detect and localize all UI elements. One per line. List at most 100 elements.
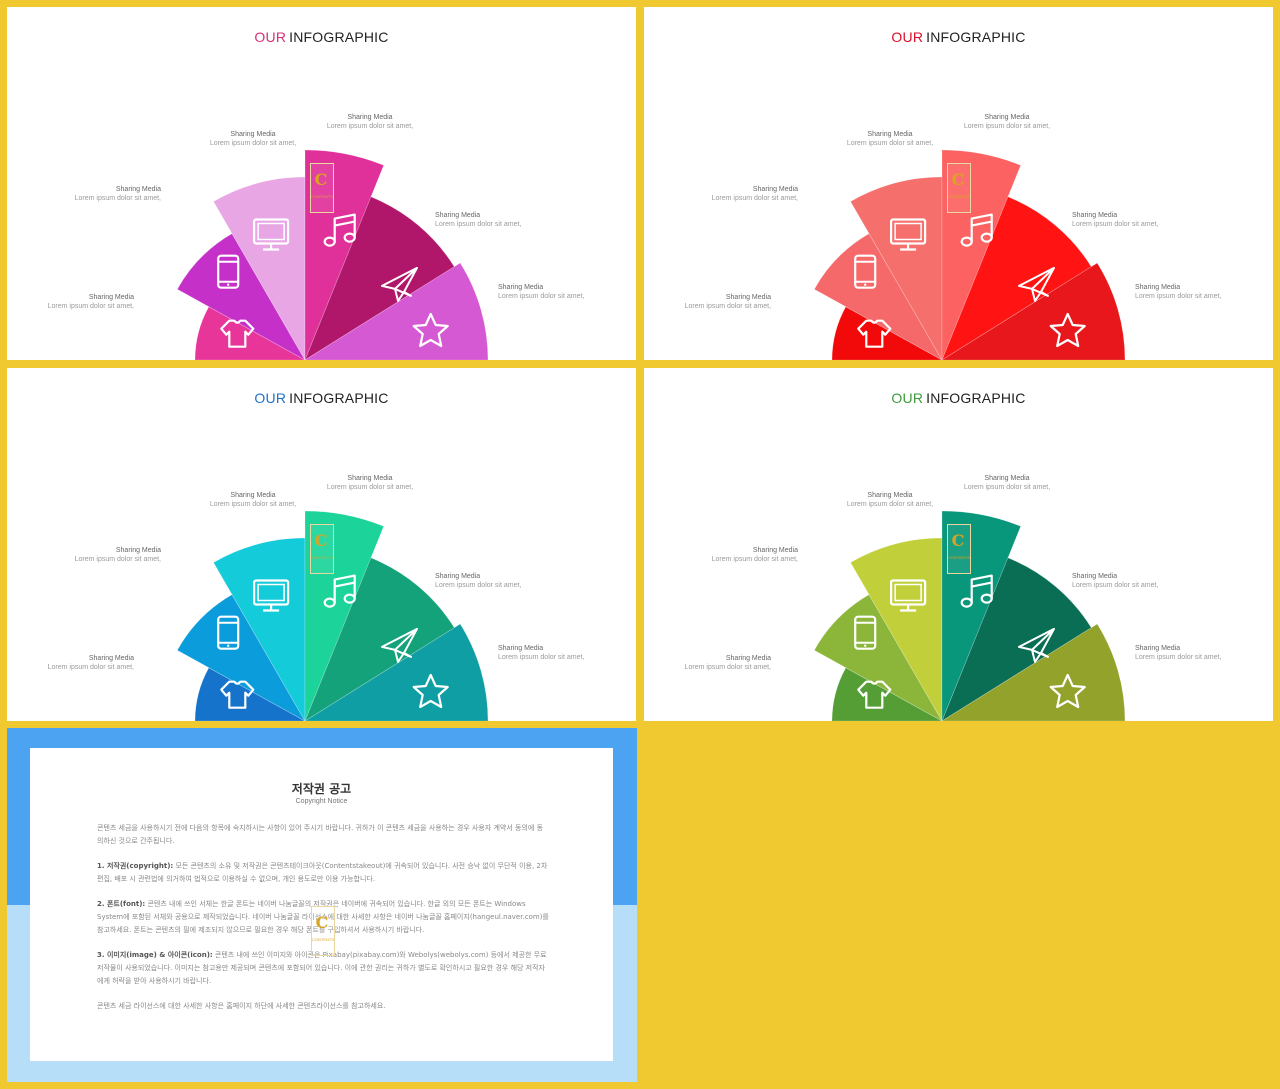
contents-logo: C CONTENTS bbox=[310, 163, 334, 213]
segment-label-heading: Sharing Media bbox=[752, 547, 798, 554]
segment-label: Sharing Media Lorem ipsum dolor sit amet, bbox=[708, 546, 798, 564]
segment-label: Sharing Media Lorem ipsum dolor sit amet, bbox=[435, 572, 525, 590]
segment-label: Sharing Media Lorem ipsum dolor sit amet, bbox=[208, 491, 298, 509]
segment-label-text: Lorem ipsum dolor sit amet, bbox=[326, 123, 414, 130]
fan-segment bbox=[941, 262, 1126, 360]
notice-item-1-heading: 1. 저작권(copyright): bbox=[97, 862, 174, 870]
monitor-icon bbox=[890, 579, 927, 612]
title-text: INFOGRAPHIC bbox=[926, 29, 1026, 45]
logo-text: CONTENTS bbox=[948, 555, 970, 560]
segment-label-heading: Sharing Media bbox=[498, 284, 544, 291]
paper-plane-icon bbox=[1018, 266, 1055, 302]
segment-label: Sharing Media Lorem ipsum dolor sit amet, bbox=[708, 185, 798, 203]
title-accent: OUR bbox=[254, 390, 287, 406]
title-text: INFOGRAPHIC bbox=[289, 390, 389, 406]
logo-letter: C bbox=[315, 913, 329, 932]
segment-label-text: Lorem ipsum dolor sit amet, bbox=[1135, 293, 1222, 300]
slide-title: OUR INFOGRAPHIC bbox=[7, 390, 636, 406]
segment-label-text: Lorem ipsum dolor sit amet, bbox=[1072, 582, 1159, 589]
notice-intro: 콘텐츠 세금을 사용하시기 전에 다음의 항목에 숙지하시는 사항이 있어 주시… bbox=[97, 824, 544, 845]
monitor-icon bbox=[253, 218, 290, 251]
copyright-notice-slide: 저작권 공고 Copyright Notice 콘텐츠 세금을 사용하시기 전에… bbox=[7, 728, 637, 1082]
segment-label-heading: Sharing Media bbox=[230, 131, 276, 138]
notice-paper: 저작권 공고 Copyright Notice 콘텐츠 세금을 사용하시기 전에… bbox=[30, 748, 613, 1061]
contents-logo: C CONTENTS bbox=[311, 906, 335, 956]
star-icon bbox=[1049, 673, 1086, 709]
fan-segment bbox=[304, 623, 489, 721]
segment-label-text: Lorem ipsum dolor sit amet, bbox=[498, 293, 585, 300]
segment-label-heading: Sharing Media bbox=[867, 492, 913, 499]
logo-letter: C bbox=[314, 531, 328, 550]
title-accent: OUR bbox=[891, 390, 924, 406]
segment-label: Sharing Media Lorem ipsum dolor sit amet, bbox=[44, 293, 134, 311]
segment-label-text: Lorem ipsum dolor sit amet, bbox=[74, 556, 161, 563]
segment-label-text: Lorem ipsum dolor sit amet, bbox=[326, 484, 414, 491]
notice-body: 콘텐츠 세금을 사용하시기 전에 다음의 항목에 숙지하시는 사항이 있어 주시… bbox=[97, 822, 549, 1025]
fan-segment bbox=[941, 557, 1092, 721]
segment-label-heading: Sharing Media bbox=[867, 131, 913, 138]
segment-label-heading: Sharing Media bbox=[88, 294, 134, 301]
fan-chart bbox=[813, 149, 1126, 360]
segment-label: Sharing Media Lorem ipsum dolor sit amet, bbox=[681, 654, 771, 672]
segment-label: Sharing Media Lorem ipsum dolor sit amet, bbox=[71, 546, 161, 564]
segment-label-heading: Sharing Media bbox=[1135, 284, 1181, 291]
notice-outro: 콘텐츠 세금 라이선스에 대한 사세한 사항은 홈페이지 하단에 사세한 콘텐츠… bbox=[97, 1002, 386, 1010]
music-note-icon bbox=[323, 574, 356, 608]
segment-label-heading: Sharing Media bbox=[984, 475, 1030, 482]
segment-label-text: Lorem ipsum dolor sit amet, bbox=[1072, 221, 1159, 228]
segment-label-heading: Sharing Media bbox=[88, 655, 134, 662]
fan-segment bbox=[304, 149, 385, 360]
segment-label-heading: Sharing Media bbox=[725, 655, 771, 662]
notice-item-3: 3. 이미지(image) & 아이콘(icon): 콘텐츠 내에 쓰인 이미지… bbox=[97, 949, 549, 988]
logo-letter: C bbox=[951, 531, 965, 550]
slide-title: OUR INFOGRAPHIC bbox=[7, 29, 636, 45]
infographic-slide: OUR INFOGRAPHIC C CONTENTS Sharing Media Lore… bbox=[644, 7, 1273, 360]
logo-letter: C bbox=[951, 170, 965, 189]
segment-label-text: Lorem ipsum dolor sit amet, bbox=[711, 195, 798, 202]
contents-logo: C CONTENTS bbox=[310, 524, 334, 574]
fan-segment bbox=[941, 196, 1092, 360]
fan-chart bbox=[813, 510, 1126, 721]
fan-chart bbox=[176, 149, 489, 360]
segment-label-heading: Sharing Media bbox=[115, 186, 161, 193]
notice-item-2-heading: 2. 폰트(font): bbox=[97, 900, 146, 908]
segment-label-text: Lorem ipsum dolor sit amet, bbox=[498, 654, 585, 661]
segment-label: Sharing Media Lorem ipsum dolor sit amet, bbox=[1072, 211, 1162, 229]
segment-label: Sharing Media Lorem ipsum dolor sit amet, bbox=[498, 644, 588, 662]
fan-segment bbox=[941, 149, 1022, 360]
logo-text: CONTENTS bbox=[312, 937, 334, 942]
segment-label-text: Lorem ipsum dolor sit amet, bbox=[435, 582, 522, 589]
segment-label-heading: Sharing Media bbox=[435, 573, 481, 580]
segment-label: Sharing Media Lorem ipsum dolor sit amet, bbox=[962, 113, 1052, 131]
fan-segment bbox=[304, 510, 385, 721]
segment-label-heading: Sharing Media bbox=[752, 186, 798, 193]
monitor-icon bbox=[890, 218, 927, 251]
notice-item-1-text: 모든 콘텐츠의 소유 및 저작권은 콘텐츠테이크아웃(Contentstakeo… bbox=[97, 862, 548, 883]
slide-title: OUR INFOGRAPHIC bbox=[644, 29, 1273, 45]
fan-segment bbox=[176, 594, 306, 721]
segment-label: Sharing Media Lorem ipsum dolor sit amet, bbox=[208, 130, 298, 148]
segment-label: Sharing Media Lorem ipsum dolor sit amet, bbox=[435, 211, 525, 229]
segment-label: Sharing Media Lorem ipsum dolor sit amet, bbox=[845, 130, 935, 148]
segment-label-text: Lorem ipsum dolor sit amet, bbox=[846, 140, 934, 147]
slide-title: OUR INFOGRAPHIC bbox=[644, 390, 1273, 406]
title-text: INFOGRAPHIC bbox=[926, 390, 1026, 406]
infographic-slide: OUR INFOGRAPHIC C CONTENTS Sharing Media Lore… bbox=[7, 368, 636, 721]
infographic-slide: OUR INFOGRAPHIC C CONTENTS Sharing Media Lore… bbox=[7, 7, 636, 360]
paper-plane-icon bbox=[381, 627, 418, 663]
tablet-icon bbox=[854, 254, 877, 289]
segment-label-heading: Sharing Media bbox=[347, 475, 393, 482]
fan-segment bbox=[176, 233, 306, 360]
paper-plane-icon bbox=[1018, 627, 1055, 663]
music-note-icon bbox=[960, 213, 993, 247]
fan-segment bbox=[304, 196, 455, 360]
fan-segment bbox=[941, 623, 1126, 721]
t-shirt-icon bbox=[857, 319, 892, 348]
segment-label: Sharing Media Lorem ipsum dolor sit amet, bbox=[962, 474, 1052, 492]
notice-item-1: 1. 저작권(copyright): 모든 콘텐츠의 소유 및 저작권은 콘텐츠… bbox=[97, 860, 549, 886]
monitor-icon bbox=[253, 579, 290, 612]
logo-letter: C bbox=[314, 170, 328, 189]
title-accent: OUR bbox=[891, 29, 924, 45]
contents-logo: C CONTENTS bbox=[947, 163, 971, 213]
fan-segment bbox=[813, 594, 943, 721]
